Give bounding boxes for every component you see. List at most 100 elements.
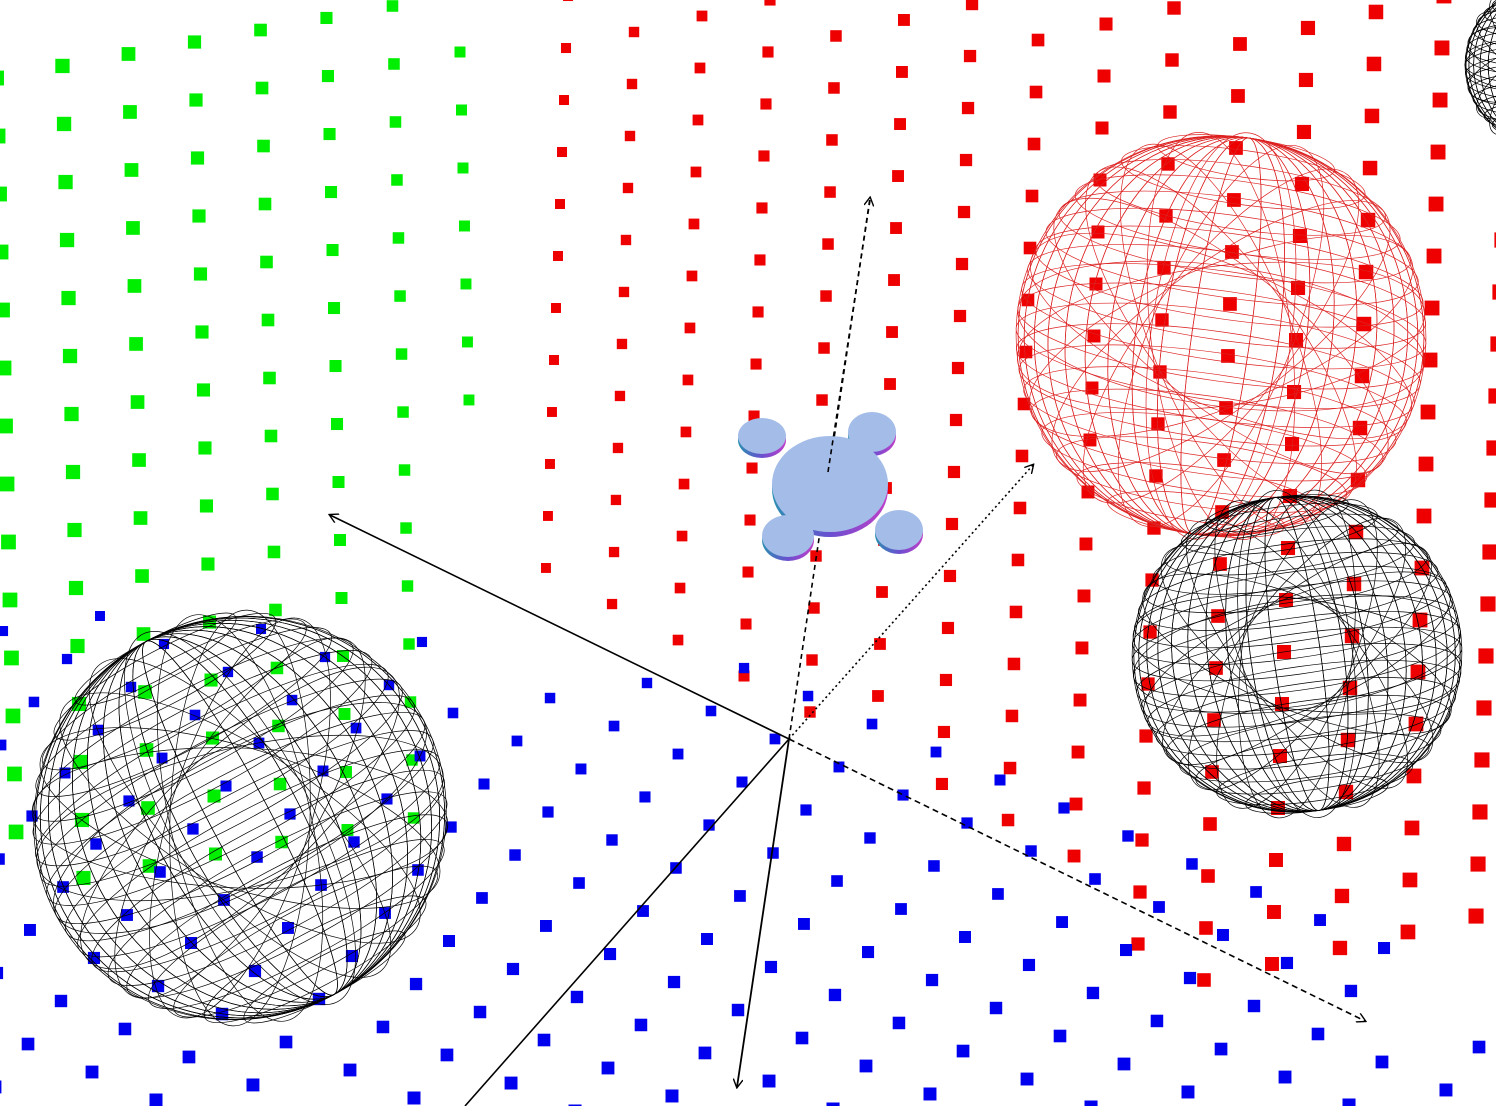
red-point (1285, 437, 1300, 452)
red-point (610, 494, 622, 506)
red-point (1001, 813, 1015, 827)
red-point (608, 546, 620, 558)
green-point (275, 835, 288, 849)
sphere-parallel (1466, 66, 1496, 98)
green-point (1, 534, 16, 550)
sphere-parallel (1076, 462, 1321, 527)
blue-point (1053, 1029, 1067, 1043)
blue-point (540, 920, 552, 932)
red-point (1135, 833, 1149, 847)
sphere-great-circle (1487, 0, 1496, 162)
blue-point (447, 707, 459, 719)
blue-point (828, 988, 842, 1002)
red-point (1019, 345, 1033, 359)
red-point (1408, 716, 1424, 732)
blue-point (345, 950, 358, 963)
red-point (561, 43, 572, 54)
green-point (264, 429, 278, 443)
red-point (1023, 241, 1037, 255)
blue-point (705, 705, 717, 717)
red-point (557, 147, 568, 158)
axis-line-right (788, 738, 1365, 1021)
red-point (1217, 453, 1231, 467)
green-point (204, 673, 218, 687)
red-point (935, 777, 949, 791)
green-point (269, 603, 282, 617)
red-point (1027, 137, 1041, 151)
red-point (690, 166, 702, 178)
sphere-parallel (1491, 0, 1496, 11)
blue-point (833, 761, 845, 773)
red-point (551, 303, 561, 313)
body (772, 436, 888, 532)
red-point (545, 459, 555, 469)
blue-point (1311, 1027, 1325, 1041)
sphere-great-circle (1487, 0, 1496, 162)
sphere-great-circle (124, 631, 356, 1005)
green-point (59, 232, 75, 248)
red-point (886, 326, 898, 338)
red-point (1029, 85, 1043, 99)
red-point (1298, 72, 1314, 88)
green-point (189, 93, 203, 107)
red-point (738, 670, 750, 682)
blue-point (218, 894, 230, 906)
green-point (255, 81, 269, 95)
green-point (70, 638, 85, 654)
green-point (129, 337, 143, 351)
sphere-great-circle (1146, 131, 1296, 541)
green-point (126, 221, 140, 235)
red-point (1354, 368, 1370, 384)
red-point (1017, 397, 1031, 411)
red-point (744, 514, 756, 526)
green-point (0, 244, 9, 260)
blue-point (57, 881, 69, 893)
sphere-parallel (1058, 190, 1412, 284)
sphere-meridian (1033, 135, 1409, 537)
red-point (1478, 648, 1494, 664)
sphere-meridian (1171, 496, 1423, 812)
sphere-parallel (77, 749, 441, 958)
red-point (1490, 336, 1496, 352)
red-point (1213, 557, 1227, 571)
green-point (67, 522, 82, 538)
red-point (1015, 449, 1029, 463)
blue-point (182, 1050, 196, 1064)
green-point (201, 557, 215, 571)
red-point (822, 238, 834, 250)
red-point (1364, 108, 1380, 124)
red-point (760, 98, 772, 110)
red-point (1167, 1, 1181, 15)
sphere-great-circle (1187, 517, 1407, 791)
blue-point (156, 752, 168, 764)
red-point (1069, 797, 1083, 811)
blue-point (731, 1003, 745, 1017)
red-point (1366, 56, 1382, 72)
red-point (678, 478, 690, 490)
red-point (748, 410, 760, 422)
sphere-meridian (87, 629, 393, 1007)
sphere-parallel (74, 612, 237, 706)
red-point (1091, 225, 1105, 239)
sphere-great-circle (1238, 489, 1356, 819)
sphere-parallel (1107, 490, 1285, 538)
sphere-meridian (87, 629, 393, 1007)
red-point (957, 205, 971, 219)
red-point (612, 442, 624, 454)
sphere-great-circle (1160, 544, 1434, 764)
blue-point (282, 922, 294, 934)
blue-point (570, 990, 584, 1004)
sphere-parallel (1140, 643, 1462, 728)
red-point-grid (541, 0, 1496, 987)
red-point (951, 361, 965, 375)
red-point (626, 78, 638, 90)
red-point (1368, 4, 1384, 20)
sphere-parallel (1465, 57, 1496, 90)
blue-point (154, 866, 166, 878)
blue-point (90, 838, 102, 850)
sphere-parallel (1095, 159, 1386, 236)
blue-point (923, 1087, 937, 1101)
red-point (1165, 53, 1179, 67)
